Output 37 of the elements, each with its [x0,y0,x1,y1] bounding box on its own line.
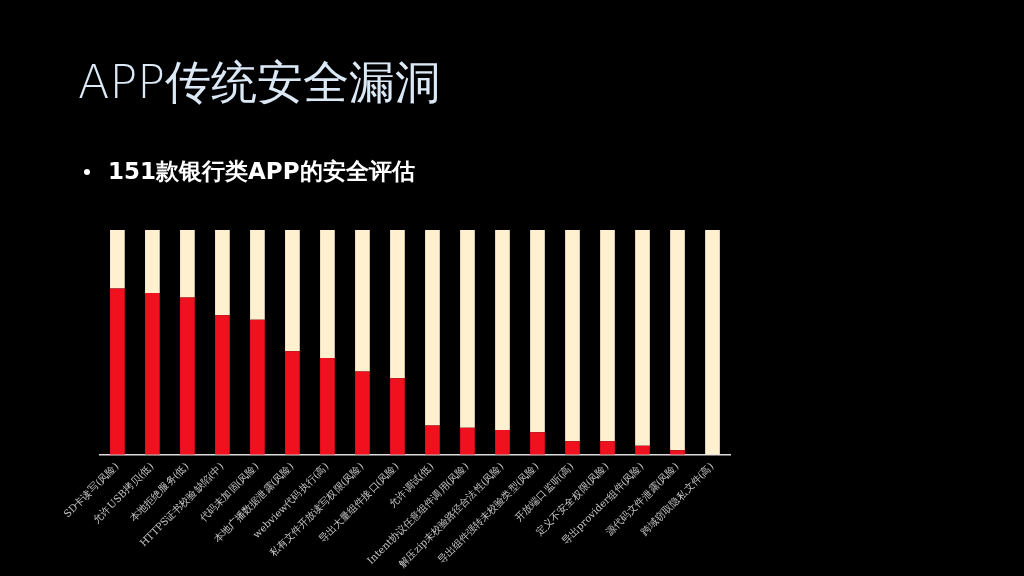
bar [390,230,405,379]
chart-subtitle: 151款银行类APP的安全评估 [108,157,415,186]
bar [180,297,195,455]
bar [390,378,405,455]
bar [670,450,685,455]
bar [320,230,335,359]
bar [145,292,160,455]
bar [215,315,230,455]
bar [110,230,125,289]
bar [705,230,720,455]
bar [600,230,615,442]
bar [285,230,300,352]
bar [355,371,370,455]
bar [425,230,440,426]
bar [425,425,440,455]
bar [110,288,125,455]
bar [250,230,265,320]
bar [355,230,370,372]
bar [565,230,580,442]
chart-title: APP传统安全漏洞 [78,54,441,111]
bar [320,358,335,455]
bar [285,351,300,455]
bar [600,441,615,455]
bar [565,441,580,455]
bar [530,432,545,455]
bar [180,230,195,298]
bar [250,319,265,455]
bar [635,230,650,446]
bar [495,429,510,455]
bar [635,445,650,455]
bar [460,427,475,455]
bar [145,230,160,293]
bar [215,230,230,316]
bar [460,230,475,428]
bar [670,230,685,451]
bar [495,230,510,430]
bar [530,230,545,433]
